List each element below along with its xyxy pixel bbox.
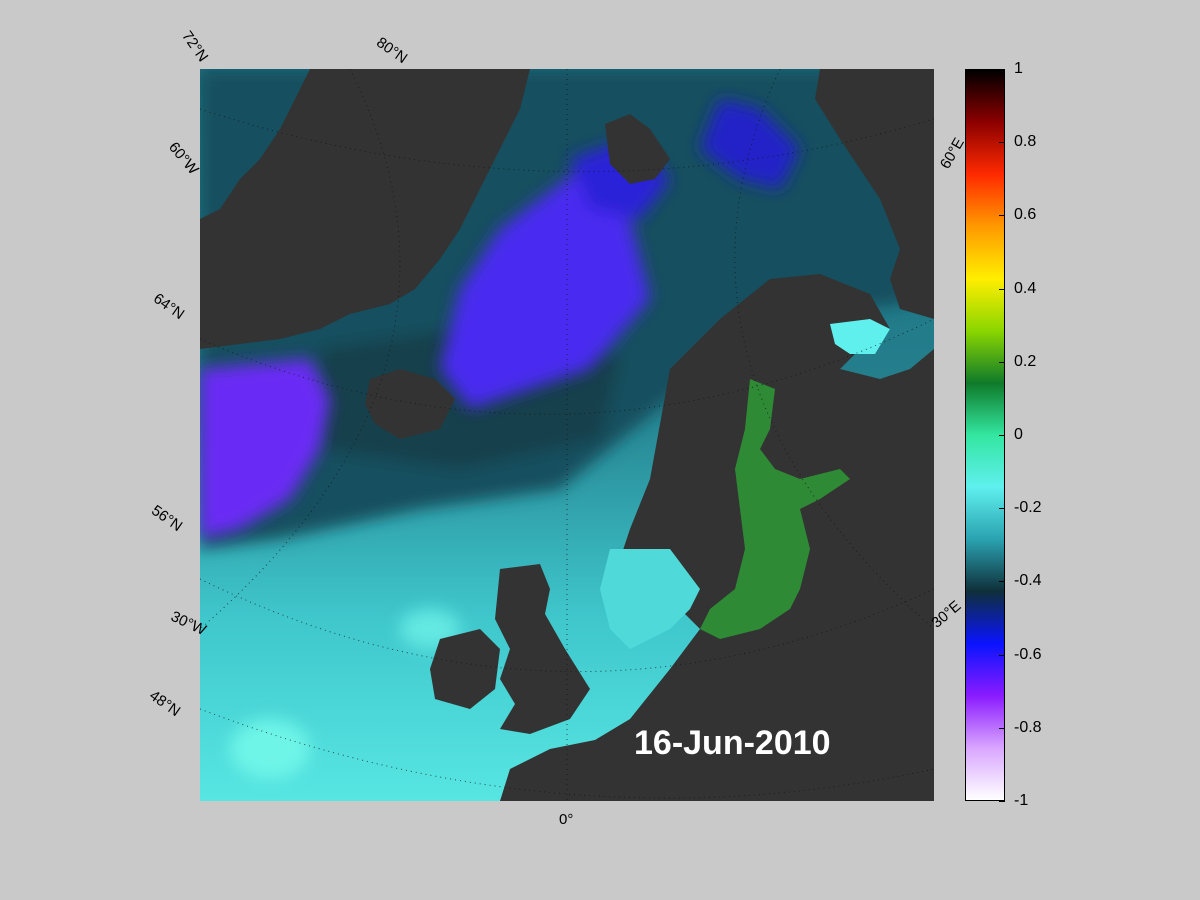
map-area[interactable]: 16-Jun-2010 <box>200 69 934 801</box>
colorbar-tick-mark <box>999 69 1005 70</box>
colorbar-tick-mark <box>999 508 1005 510</box>
lat-label-72n: 72°N <box>178 27 212 66</box>
graticule <box>200 69 934 801</box>
ireland-land <box>430 629 500 709</box>
svalbard-land <box>605 114 670 184</box>
colorbar-tick-mark <box>999 435 1005 436</box>
baltic-sea <box>700 379 850 639</box>
colorbar-tick-mark <box>999 288 1005 290</box>
colorbar-tick-mark <box>999 581 1005 583</box>
lon-label-60w: 60°W <box>165 138 202 179</box>
colorbar-tick-mark <box>999 727 1005 729</box>
france-land <box>500 629 934 801</box>
colorbar-tick-label: -0.2 <box>1014 499 1042 517</box>
iceland-land <box>365 369 455 439</box>
greenland-land <box>200 69 530 349</box>
great-britain-land <box>495 564 590 734</box>
colorbar <box>965 69 1005 801</box>
lon-label-60e: 60°E <box>936 135 968 172</box>
colorbar-tick-label: -0.8 <box>1014 718 1042 736</box>
colorbar-tick-label: 0.8 <box>1014 133 1037 151</box>
date-label: 16-Jun-2010 <box>634 724 831 762</box>
lat-label-80n: 80°N <box>373 33 411 68</box>
colorbar-tick-mark <box>999 215 1005 217</box>
lat-label-56n: 56°N <box>148 501 186 536</box>
colorbar-tick-mark <box>999 801 1005 802</box>
lat-label-64n: 64°N <box>150 289 188 324</box>
colorbar-tick-label: -0.4 <box>1014 572 1042 590</box>
colorbar-tick-label: 0.6 <box>1014 206 1037 224</box>
negative-anomaly-blobs <box>200 99 800 539</box>
lon-label-0: 0° <box>559 811 574 828</box>
anomaly-map <box>200 69 934 801</box>
colorbar-tick-mark <box>999 142 1005 144</box>
russia-north-land <box>815 69 934 319</box>
colorbar-tick-mark <box>999 654 1005 656</box>
colorbar-tick-label: -0.6 <box>1014 645 1042 663</box>
colorbar-tick-label: 0.4 <box>1014 279 1037 297</box>
colorbar-tick-mark <box>999 361 1005 363</box>
colorbar-tick-label: -1 <box>1014 792 1029 809</box>
lat-label-48n: 48°N <box>146 686 184 721</box>
colorbar-tick-label: 1 <box>1014 60 1023 77</box>
north-sea <box>600 549 700 649</box>
colorbar-tick-label: 0 <box>1014 426 1023 443</box>
colorbar-tick-label: 0.2 <box>1014 352 1037 370</box>
